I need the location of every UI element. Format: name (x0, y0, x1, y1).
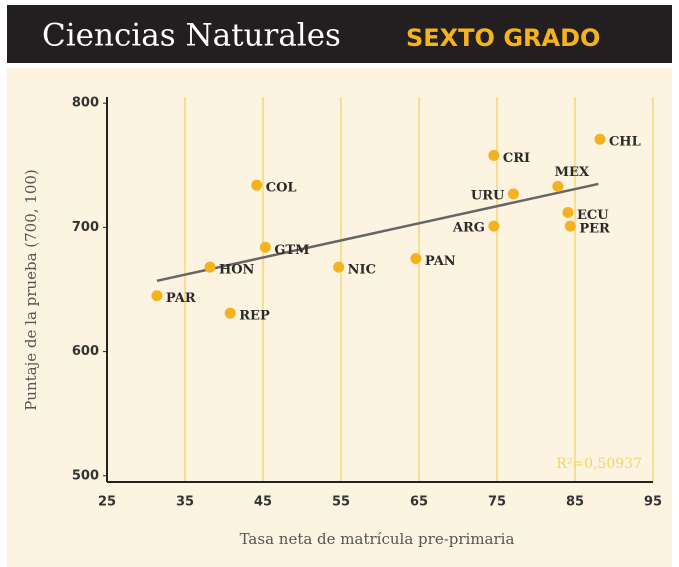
point-label: CHL (609, 135, 641, 150)
trendline (156, 182, 599, 283)
y-tick-label: 600 (72, 344, 99, 359)
point-label: URU (471, 188, 505, 203)
r2-annotation: R²=0,50937 (556, 456, 642, 472)
point (151, 290, 163, 302)
x-tick-label: 35 (176, 495, 194, 510)
x-tick-label: 65 (410, 495, 428, 510)
point (564, 220, 576, 232)
point-label: ECU (577, 208, 609, 223)
point-label: COL (266, 181, 297, 196)
point (204, 261, 216, 273)
point (562, 207, 574, 218)
x-tick-label: 85 (566, 495, 584, 510)
chart-title: Ciencias Naturales (42, 18, 341, 54)
y-tick-label: 800 (72, 96, 99, 111)
x-axis-label: Tasa neta de matrícula pre-primaria (240, 530, 515, 548)
point-label: NIC (348, 263, 376, 278)
point (333, 261, 345, 273)
x-tick-label: 75 (488, 495, 506, 510)
point (488, 220, 500, 232)
point (594, 133, 606, 145)
x-tick-label: 25 (98, 495, 116, 510)
point-label: GTM (274, 243, 309, 258)
point-label: CRI (503, 151, 530, 166)
point-label: PER (579, 222, 610, 237)
x-tick-label: 55 (332, 495, 350, 510)
point-label: PAR (166, 291, 196, 306)
y-axis-label: Puntaje de la prueba (700, 100) (22, 169, 40, 411)
point (488, 149, 500, 161)
point (410, 252, 422, 264)
point-label: PAN (425, 254, 456, 269)
y-tick-label: 500 (72, 468, 99, 483)
point (251, 179, 263, 191)
header-bar (7, 5, 672, 63)
point-label: MEX (555, 165, 590, 180)
point-label: REP (239, 309, 270, 324)
point (507, 188, 519, 200)
point (259, 241, 271, 253)
chart-subtitle: SEXTO GRADO (406, 24, 600, 52)
point-label: HON (219, 263, 255, 278)
x-tick-label: 45 (254, 495, 272, 510)
point (224, 307, 236, 319)
plot-panel (7, 68, 672, 567)
point-label: ARG (452, 221, 485, 236)
point (552, 180, 564, 192)
x-tick-label: 95 (644, 495, 662, 510)
y-tick-label: 700 (72, 220, 99, 235)
